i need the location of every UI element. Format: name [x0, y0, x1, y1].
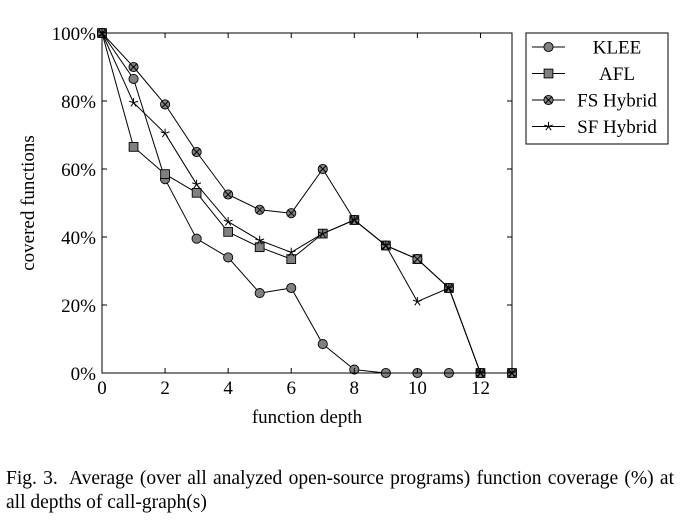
point-klee-1 [128, 73, 139, 84]
x-tick-label: 6 [286, 378, 296, 399]
y-tick-label: 80% [61, 92, 96, 113]
y-tick-label: 100% [52, 24, 97, 45]
point-klee-7 [317, 339, 328, 350]
line-chart: 0 2 4 6 8 10 12 0% 20% 40% 60% 80% 100% function dep… [18, 24, 669, 428]
legend-marker-sf-hybrid [543, 121, 554, 131]
point-afl-1 [128, 142, 139, 152]
point-sf-hybrid-11 [444, 283, 454, 293]
x-tick-label: 4 [223, 378, 233, 399]
series-line-afl [101, 32, 512, 374]
caption-label: Fig. 3. [6, 468, 58, 489]
point-fs-hybrid-6 [286, 208, 297, 219]
point-sf-hybrid-8 [349, 215, 359, 225]
point-klee-6 [286, 282, 297, 294]
legend-label-sf-hybrid: SF Hybrid [577, 117, 657, 138]
point-afl-6 [286, 254, 297, 264]
legend-marker-afl [543, 68, 554, 79]
legend-label-afl: AFL [599, 64, 635, 85]
y-tick-label: 40% [61, 228, 96, 249]
point-fs-hybrid-3 [191, 146, 202, 158]
point-fs-hybrid-7 [317, 163, 328, 175]
point-afl-3 [191, 187, 202, 198]
point-klee-5 [254, 288, 265, 299]
y-tick-label: 20% [61, 296, 96, 317]
point-sf-hybrid-6 [286, 247, 296, 257]
ticks-layer: 0 2 4 6 8 10 12 0% 20% 40% 60% 80% 100% [52, 24, 512, 399]
x-tick-label: 12 [471, 378, 490, 399]
series-line-klee [101, 32, 512, 374]
point-sf-hybrid-9 [381, 240, 391, 250]
point-afl-2 [160, 169, 170, 179]
legend-label-fs-hybrid: FS Hybrid [577, 91, 657, 112]
series-line-fs-hybrid [101, 32, 512, 374]
x-tick-label: 0 [97, 378, 107, 399]
x-tick-label: 10 [408, 378, 427, 399]
y-axis-label: covered functions [18, 135, 39, 271]
point-fs-hybrid-5 [254, 204, 265, 215]
point-afl-4 [223, 227, 234, 237]
x-tick-label: 8 [350, 378, 360, 399]
point-sf-hybrid-10 [412, 297, 422, 306]
x-axis-label: function depth [252, 407, 363, 428]
x-tick-label: 2 [160, 378, 170, 399]
point-sf-hybrid-3 [192, 179, 202, 189]
point-klee-3 [191, 233, 202, 244]
plot-frame [101, 32, 513, 374]
legend-marker-klee [543, 41, 554, 53]
point-sf-hybrid-2 [160, 128, 170, 138]
y-tick-label: 0% [71, 364, 97, 385]
point-fs-hybrid-4 [223, 189, 234, 200]
point-sf-hybrid-4 [223, 217, 233, 226]
caption-text: Average (over all analyzed open-source p… [6, 468, 674, 513]
point-afl-5 [254, 242, 265, 253]
legend-label-klee: KLEE [593, 38, 642, 59]
point-fs-hybrid-10 [412, 254, 423, 265]
point-sf-hybrid-1 [129, 98, 139, 107]
figure-caption: Fig. 3. Average (over all analyzed open-… [6, 467, 674, 515]
point-sf-hybrid-7 [318, 229, 328, 238]
legend-marker-fs-hybrid [543, 94, 554, 106]
point-klee-4 [223, 252, 234, 263]
series-line-sf-hybrid [101, 32, 512, 374]
y-tick-label: 60% [61, 160, 96, 181]
series-layer [96, 27, 518, 379]
point-fs-hybrid-2 [160, 99, 171, 110]
point-fs-hybrid-1 [128, 61, 139, 73]
legend: KLEE AFL FS Hybrid SF Hybrid [525, 32, 669, 145]
point-sf-hybrid-5 [255, 235, 265, 245]
